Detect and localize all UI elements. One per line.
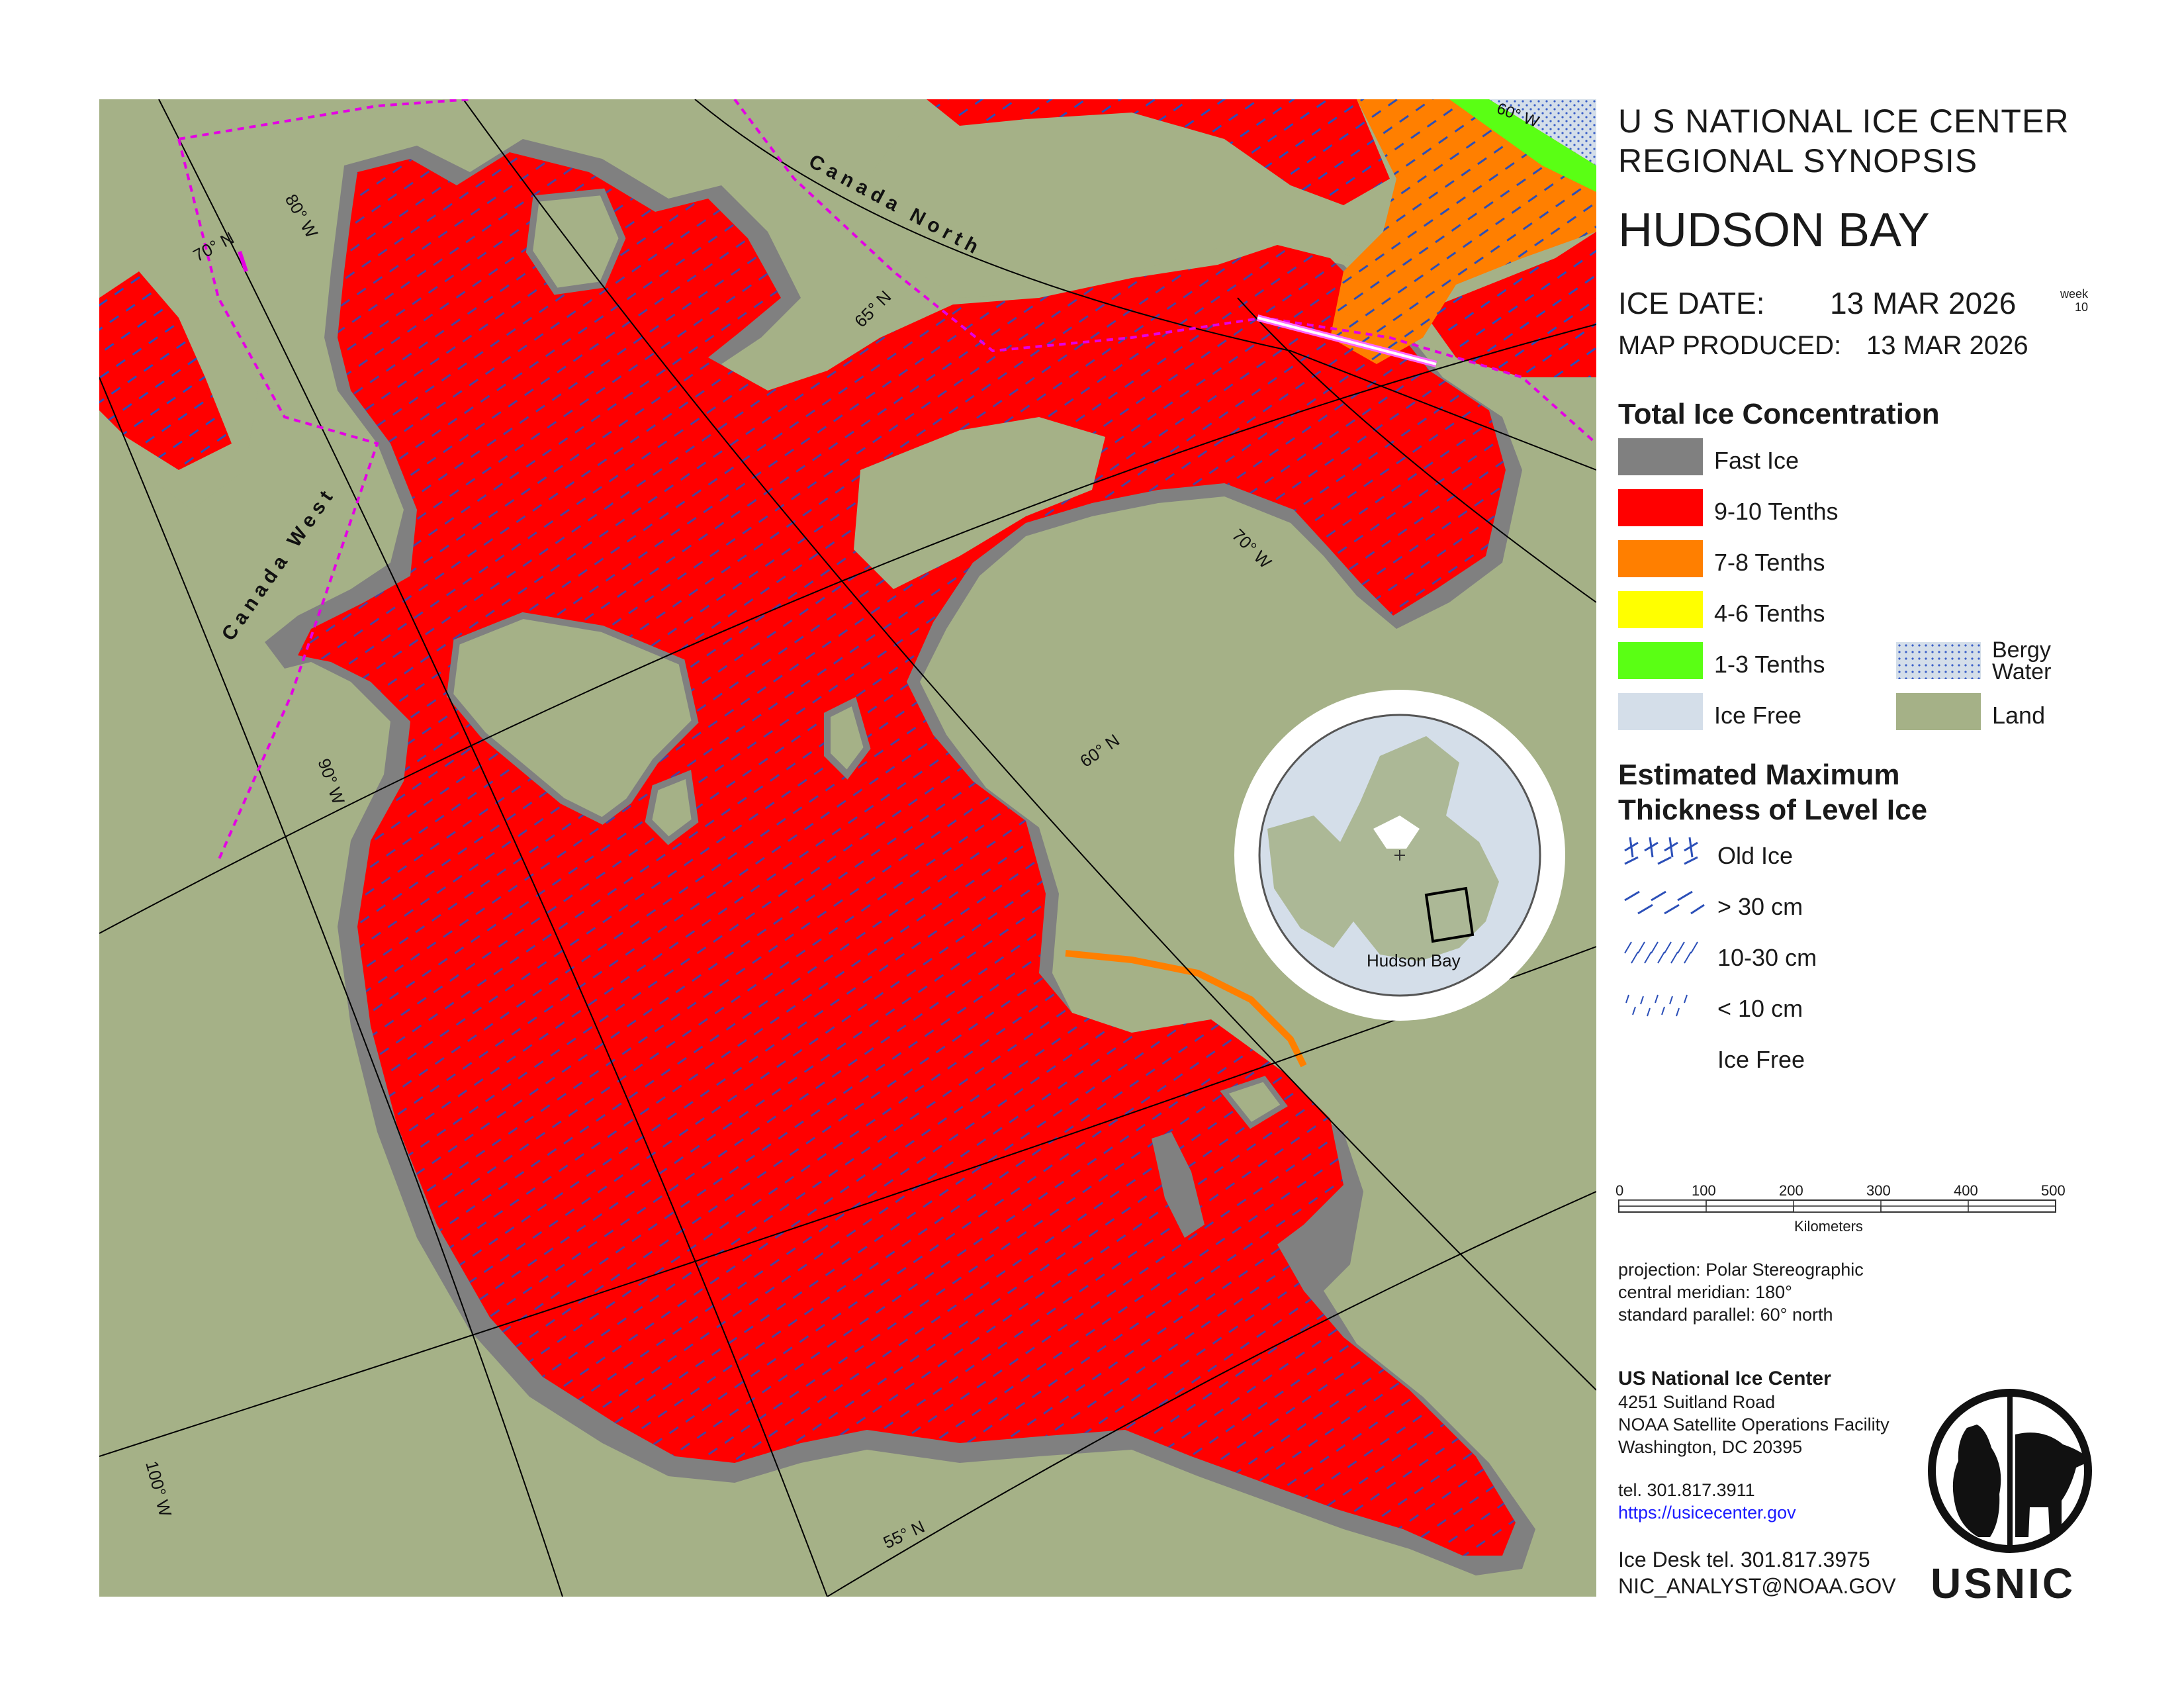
projection-line2: central meridian: 180° [1618,1282,1792,1302]
legend-label-fast-ice: Fast Ice [1714,447,1799,474]
legend-label-9-10-tenths: 9-10 Tenths [1714,498,1839,525]
projection-line3: standard parallel: 60° north [1618,1305,1833,1325]
legend-label-bergy-line1: Bergy [1992,637,2051,663]
contact-email: NIC_ANALYST@NOAA.GOV [1618,1574,1896,1598]
map-produced-value: 13 MAR 2026 [1866,331,2028,360]
contact-address3: Washington, DC 20395 [1618,1437,1803,1457]
scale-tick-400: 400 [1954,1182,1978,1199]
week-label: week [2060,287,2088,301]
southampton-island [446,612,699,825]
contact-address2: NOAA Satellite Operations Facility [1618,1415,1889,1434]
scale-bar [1618,1199,2056,1213]
legend-label-7-8-tenths: 7-8 Tenths [1714,549,1825,576]
legend-panel: U S NATIONAL ICE CENTER REGIONAL SYNOPSI… [1615,99,2161,1607]
usnic-logo-text: USNIC [1931,1560,2076,1607]
thickness-swatches [1624,837,1705,1017]
map-produced-label: MAP PRODUCED: [1618,331,1842,360]
contact-org: US National Ice Center [1618,1368,1831,1389]
thickness-legend-title-line1: Estimated Maximum [1618,759,1900,791]
swatch-9-10-tenths [1618,489,1703,526]
scale-tick-300: 300 [1866,1182,1891,1199]
akimiski-island [1220,1076,1288,1129]
week-number: 10 [2074,301,2088,314]
agency-line2: REGIONAL SYNOPSIS [1618,142,1978,179]
zone-boundary-solid-center [1257,316,1437,365]
swatch-7-8-tenths [1618,540,1703,577]
inset-globe: Hudson Bay [1234,690,1565,1021]
west-ice-strip-pattern [99,271,232,470]
ice-chart-map: Canada North Canada West 80° W 70° N 65°… [99,99,1596,1597]
baffin-peninsula-land [854,417,1105,589]
scale-tick-500: 500 [2041,1182,2066,1199]
thickness-over-30cm-pattern [298,152,1516,1556]
thickness-label-10-30cm: 10-30 cm [1717,944,1817,971]
scale-tick-100: 100 [1692,1182,1716,1199]
ice-7-8-coastal-strip [1065,950,1307,1068]
swatch-land [1896,693,1981,730]
ice-7-8-tenths-pattern [1330,99,1596,364]
projection-line1: projection: Polar Stereographic [1618,1260,1864,1280]
scale-unit: Kilometers [1794,1218,1863,1235]
contact-address1: 4251 Suitland Road [1618,1392,1776,1412]
ice-date-label: ICE DATE: [1618,286,1765,320]
concentration-legend-title: Total Ice Concentration [1618,398,1940,430]
legend-label-land: Land [1992,702,2046,729]
contact-url-link[interactable]: https://usicecenter.gov [1618,1503,1796,1523]
legend-label-1-3-tenths: 1-3 Tenths [1714,651,1825,678]
bergy-water-pattern [1489,99,1596,165]
thickness-legend-title-line2: Thickness of Level Ice [1618,794,1928,826]
zone-boundaries [177,99,1596,861]
scale-tick-200: 200 [1779,1182,1803,1199]
coats-island [645,769,699,845]
thickness-label-under-10cm: < 10 cm [1717,995,1803,1022]
davis-strait-ice-pattern [927,99,1390,205]
legend-label-bergy-line2: Water [1992,659,2052,684]
usnic-logo-emblem [1928,1389,2092,1553]
labrador-sea-ice-pattern [1423,232,1596,377]
thickness-label-over-30cm: > 30 cm [1717,893,1803,920]
legend-label-ice-free: Ice Free [1714,702,1802,729]
legend-label-4-6-tenths: 4-6 Tenths [1714,600,1825,627]
thickness-label-old-ice: Old Ice [1717,842,1794,869]
contact-desk-tel: Ice Desk tel. 301.817.3975 [1618,1548,1870,1571]
inset-label: Hudson Bay [1367,951,1461,970]
mansel-island [824,696,871,780]
belcher-islands [1152,1132,1205,1238]
swatch-4-6-tenths [1618,591,1703,628]
swatch-fast-ice [1618,438,1703,475]
swatch-ice-free [1618,693,1703,730]
ice-1-3-tenths [1449,99,1596,192]
ice-date-value: 13 MAR 2026 [1830,286,2017,320]
swatch-1-3-tenths [1618,642,1703,679]
contact-tel: tel. 301.817.3911 [1618,1480,1755,1500]
scale-tick-0: 0 [1615,1182,1624,1199]
swatch-bergy-water [1896,642,1981,679]
region-title: HUDSON BAY [1618,204,1930,257]
thickness-label-ice-free: Ice Free [1717,1046,1805,1073]
zone-boundary-solid-west [238,251,248,272]
agency-line1: U S NATIONAL ICE CENTER [1618,103,2070,140]
